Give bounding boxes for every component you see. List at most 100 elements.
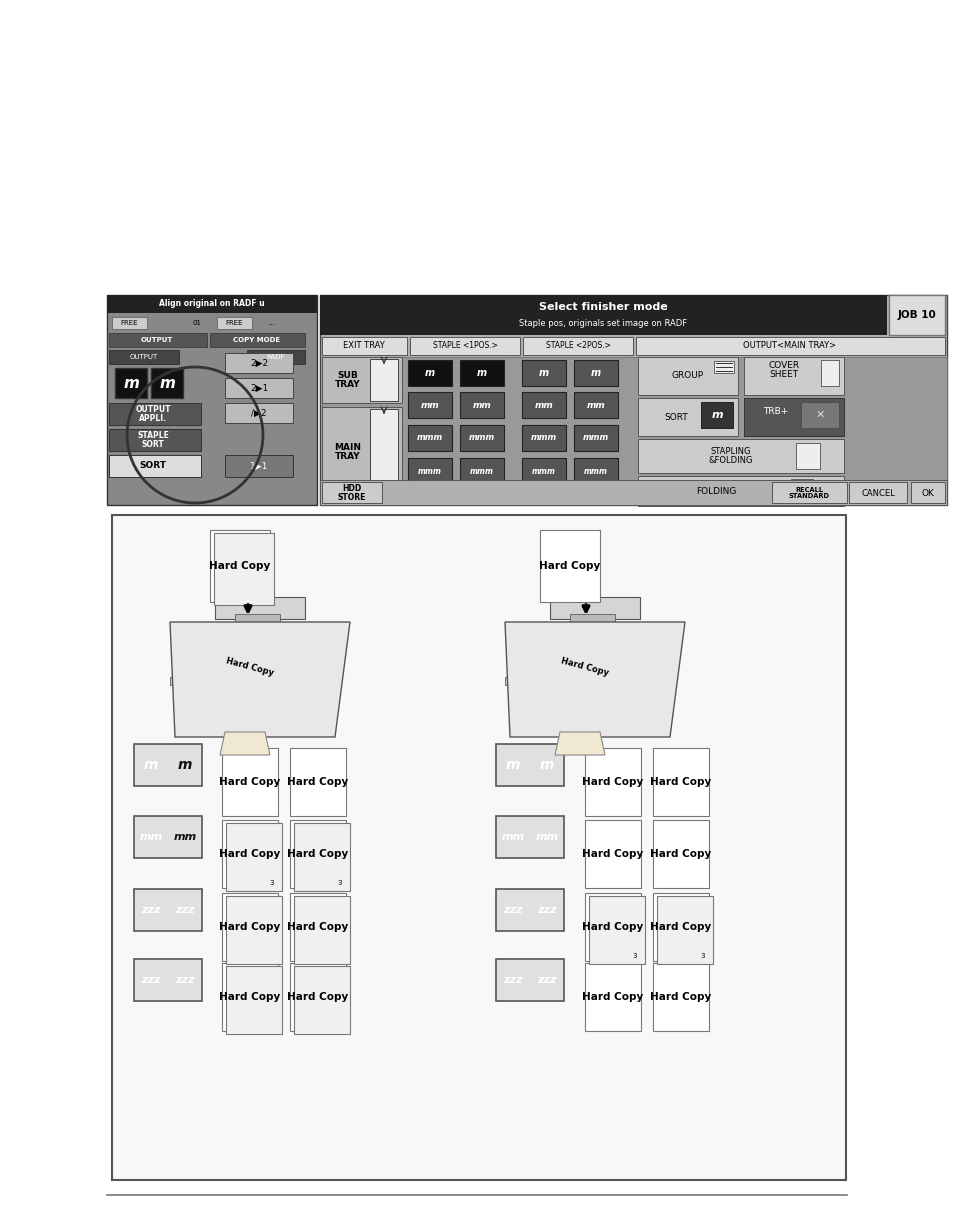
Bar (522, 337, 633, 355)
Bar (638, 439, 843, 474)
Bar (226, 966, 282, 1034)
Text: zzz: zzz (175, 975, 194, 985)
Text: Hard Copy: Hard Copy (219, 777, 280, 787)
Text: STAPLE <1POS.>: STAPLE <1POS.> (432, 342, 497, 351)
Text: MAIN
TRAY: MAIN TRAY (335, 443, 361, 461)
Text: mmm: mmm (468, 433, 495, 443)
Bar (498, 893, 526, 927)
Text: mmm: mmm (470, 466, 494, 476)
Bar (408, 458, 452, 483)
Bar (910, 482, 944, 503)
Text: HDD
STORE: HDD STORE (337, 483, 366, 502)
Text: m: m (505, 758, 519, 772)
Bar (222, 820, 277, 888)
Bar (408, 392, 452, 418)
Text: m: m (710, 410, 722, 419)
Text: 2▶2: 2▶2 (250, 358, 268, 368)
Bar (290, 820, 346, 888)
Bar (322, 357, 946, 497)
Text: Hard Copy: Hard Copy (650, 849, 711, 859)
Text: OUTPUT<MAIN TRAY>: OUTPUT<MAIN TRAY> (742, 342, 836, 351)
Bar (638, 357, 738, 395)
Text: 3: 3 (700, 953, 704, 959)
Bar (496, 744, 563, 786)
Text: mm: mm (535, 831, 558, 843)
Bar (521, 360, 565, 386)
Bar (821, 360, 838, 386)
Bar (574, 458, 618, 483)
Text: Hard Copy: Hard Copy (581, 922, 643, 932)
Text: Hard Copy: Hard Copy (650, 922, 711, 932)
Bar (225, 353, 293, 373)
Text: m: m (144, 758, 158, 772)
Bar (210, 333, 305, 347)
Bar (226, 823, 282, 891)
Text: zzz: zzz (537, 975, 557, 985)
Bar (496, 959, 563, 1001)
Text: zzz: zzz (141, 905, 161, 915)
Bar (234, 614, 280, 622)
Text: Align original on RADF u: Align original on RADF u (159, 299, 265, 309)
Bar (210, 530, 270, 601)
Bar (322, 482, 381, 503)
Bar (225, 455, 293, 477)
Bar (713, 360, 733, 373)
Bar (226, 895, 282, 964)
Text: ...: ... (269, 320, 275, 326)
Bar (115, 368, 147, 399)
Text: zzz: zzz (503, 975, 522, 985)
Text: FREE: FREE (225, 320, 242, 326)
Text: RECALL
STANDARD: RECALL STANDARD (788, 487, 828, 499)
Bar (370, 359, 397, 401)
Text: RADF: RADF (267, 354, 285, 360)
Text: OUTPUT
APPLI.: OUTPUT APPLI. (135, 405, 171, 423)
Bar (521, 392, 565, 418)
Bar (459, 458, 503, 483)
Text: Hard Copy: Hard Copy (581, 849, 643, 859)
Text: OUTPUT: OUTPUT (130, 354, 158, 360)
Bar (771, 482, 846, 503)
Text: Hard Copy: Hard Copy (581, 777, 643, 787)
Bar (222, 963, 277, 1031)
Bar (521, 458, 565, 483)
Bar (652, 748, 708, 815)
Bar (133, 744, 202, 786)
Text: COPY MODE: COPY MODE (233, 337, 280, 343)
Bar (171, 893, 199, 927)
Bar (137, 893, 165, 927)
Text: Hard Copy: Hard Copy (287, 777, 348, 787)
Bar (112, 515, 845, 1180)
Bar (290, 963, 346, 1031)
Bar (584, 748, 640, 815)
Text: Hard Copy: Hard Copy (287, 849, 348, 859)
Text: m: m (159, 375, 174, 390)
Text: 1▶1: 1▶1 (250, 461, 268, 471)
Text: SORT: SORT (139, 461, 167, 471)
Bar (459, 360, 503, 386)
Bar (888, 295, 944, 335)
Bar (370, 410, 397, 494)
Bar (848, 482, 906, 503)
Text: m: m (539, 758, 554, 772)
Bar (743, 357, 843, 395)
Bar (498, 963, 526, 998)
Bar (214, 597, 305, 619)
Bar (290, 893, 346, 961)
Text: Hard Copy: Hard Copy (209, 561, 271, 571)
Bar (498, 820, 526, 854)
Text: STAPLING
&FOLDING: STAPLING &FOLDING (708, 446, 753, 465)
Text: GROUP: GROUP (671, 371, 703, 380)
Bar (574, 392, 618, 418)
Bar (652, 963, 708, 1031)
Bar (533, 748, 560, 782)
Bar (137, 963, 165, 998)
Text: mm: mm (586, 401, 605, 410)
Text: FREE: FREE (120, 320, 137, 326)
Bar (574, 426, 618, 451)
Text: EXIT TRAY: EXIT TRAY (343, 342, 384, 351)
Bar (700, 402, 732, 428)
Text: m: m (123, 375, 139, 390)
Text: mm: mm (173, 831, 196, 843)
Bar (550, 597, 639, 619)
Bar (521, 426, 565, 451)
